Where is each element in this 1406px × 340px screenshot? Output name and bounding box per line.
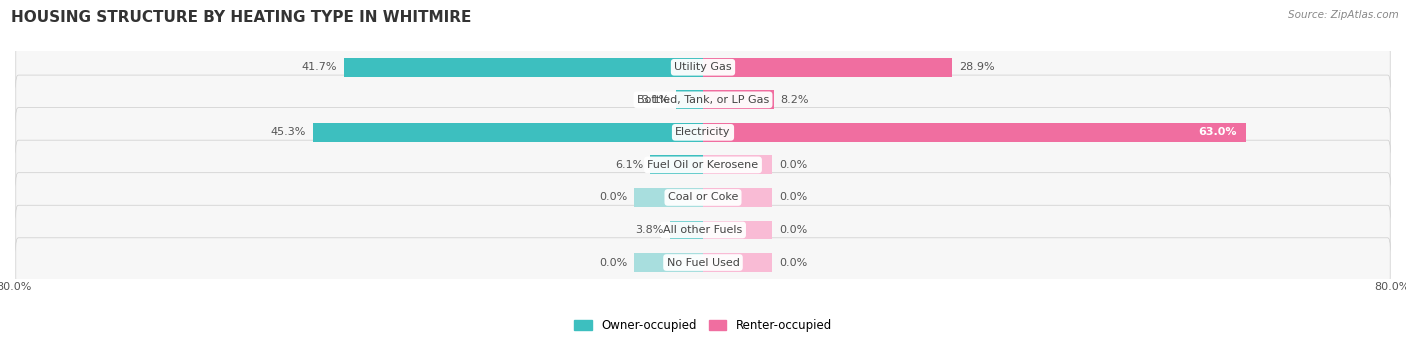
Text: 0.0%: 0.0%	[779, 160, 807, 170]
Bar	[703, 155, 772, 174]
Text: 63.0%: 63.0%	[1198, 128, 1237, 137]
Text: 3.1%: 3.1%	[641, 95, 669, 105]
Bar	[703, 221, 772, 239]
Text: 6.1%: 6.1%	[616, 160, 644, 170]
FancyBboxPatch shape	[15, 173, 1391, 222]
Text: No Fuel Used: No Fuel Used	[666, 257, 740, 268]
Legend: Owner-occupied, Renter-occupied: Owner-occupied, Renter-occupied	[569, 314, 837, 337]
Bar	[314, 123, 703, 142]
FancyBboxPatch shape	[15, 108, 1391, 157]
Bar	[634, 188, 703, 207]
Text: 28.9%: 28.9%	[959, 62, 994, 72]
Text: 8.2%: 8.2%	[780, 95, 808, 105]
Bar	[651, 155, 703, 174]
FancyBboxPatch shape	[15, 42, 1391, 92]
Text: 0.0%: 0.0%	[599, 192, 627, 202]
Text: 3.8%: 3.8%	[636, 225, 664, 235]
Text: Utility Gas: Utility Gas	[675, 62, 731, 72]
FancyBboxPatch shape	[15, 205, 1391, 255]
Text: HOUSING STRUCTURE BY HEATING TYPE IN WHITMIRE: HOUSING STRUCTURE BY HEATING TYPE IN WHI…	[11, 10, 471, 25]
Text: Fuel Oil or Kerosene: Fuel Oil or Kerosene	[647, 160, 759, 170]
Text: 41.7%: 41.7%	[301, 62, 337, 72]
Bar	[344, 58, 703, 77]
Text: Source: ZipAtlas.com: Source: ZipAtlas.com	[1288, 10, 1399, 20]
Bar	[703, 58, 952, 77]
Text: Coal or Coke: Coal or Coke	[668, 192, 738, 202]
FancyBboxPatch shape	[15, 75, 1391, 124]
FancyBboxPatch shape	[15, 140, 1391, 190]
Text: Bottled, Tank, or LP Gas: Bottled, Tank, or LP Gas	[637, 95, 769, 105]
Bar	[703, 188, 772, 207]
Bar	[703, 90, 773, 109]
FancyBboxPatch shape	[15, 238, 1391, 287]
Text: 0.0%: 0.0%	[779, 257, 807, 268]
Bar	[671, 221, 703, 239]
Bar	[703, 253, 772, 272]
Text: 0.0%: 0.0%	[599, 257, 627, 268]
Text: 45.3%: 45.3%	[270, 128, 307, 137]
Bar	[703, 123, 1246, 142]
Bar	[634, 253, 703, 272]
Text: All other Fuels: All other Fuels	[664, 225, 742, 235]
Text: Electricity: Electricity	[675, 128, 731, 137]
Bar	[676, 90, 703, 109]
Text: 0.0%: 0.0%	[779, 225, 807, 235]
Text: 0.0%: 0.0%	[779, 192, 807, 202]
